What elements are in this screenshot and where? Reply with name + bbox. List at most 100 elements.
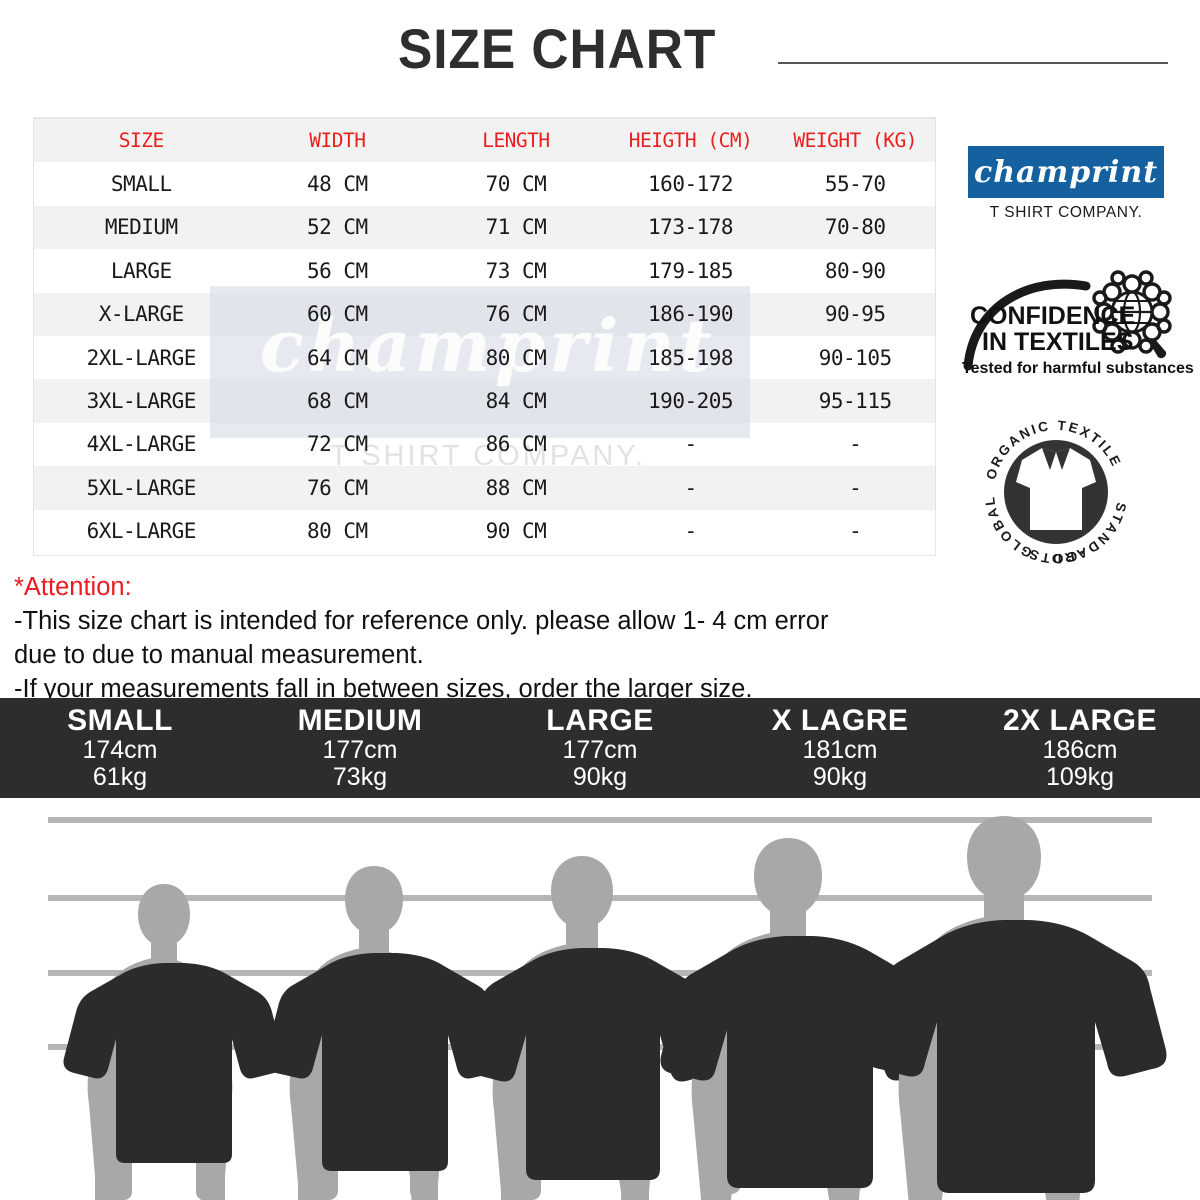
cell-length: 71 CM bbox=[485, 215, 547, 240]
cell-width: 80 CM bbox=[306, 519, 368, 544]
cell-weight: 55-70 bbox=[824, 172, 886, 197]
model-height-value: 181cm bbox=[802, 736, 878, 764]
model-height-value: 177cm bbox=[562, 736, 638, 764]
silhouette-medium bbox=[264, 866, 506, 1200]
size-table: SIZE WIDTH LENGTH HEIGTH (CM) WEIGHT (KG… bbox=[33, 117, 936, 556]
gots-badge-icon: ORGANIC TEXTILE STANDARD ·GOTS· GLOBAL bbox=[982, 418, 1127, 566]
model-band-column: MEDIUM 177cm 73kg bbox=[240, 705, 480, 791]
cell-width: 76 CM bbox=[306, 475, 368, 500]
cell-weight: - bbox=[849, 475, 862, 500]
cell-length: 88 CM bbox=[485, 475, 547, 500]
table-row: 4XL-LARGE 72 CM 86 CM - - bbox=[34, 422, 935, 467]
cell-weight: 90-95 bbox=[824, 302, 886, 327]
cell-size: LARGE bbox=[110, 258, 172, 283]
page-header: SIZE CHART bbox=[0, 14, 1200, 80]
cell-length: 73 CM bbox=[485, 258, 547, 283]
model-size-band: SMALL 174cm 61kg MEDIUM 177cm 73kg LARGE… bbox=[0, 698, 1200, 798]
brand-logo-text: champrint bbox=[973, 154, 1159, 190]
cell-width: 72 CM bbox=[306, 432, 368, 457]
cell-length: 80 CM bbox=[485, 345, 547, 370]
cell-height: - bbox=[684, 432, 697, 457]
cell-height: 185-198 bbox=[648, 345, 734, 370]
tshirt-shape bbox=[464, 948, 722, 1180]
cell-weight: - bbox=[849, 432, 862, 457]
silhouette-small bbox=[63, 884, 285, 1200]
gots-shirt-icon bbox=[1016, 448, 1096, 530]
model-weight-value: 90kg bbox=[572, 763, 628, 791]
model-height-value: 177cm bbox=[322, 736, 398, 764]
attention-heading: *Attention: bbox=[14, 573, 132, 601]
tshirt-shape bbox=[264, 953, 506, 1171]
silhouettes-illustration bbox=[0, 798, 1200, 1200]
confidence-in-textiles-badge: CONFIDENCE IN TEXTILES Tested for harmfu… bbox=[956, 268, 1196, 380]
model-weight-value: 61kg bbox=[92, 763, 148, 791]
cell-length: 70 CM bbox=[485, 172, 547, 197]
title-divider-line bbox=[778, 62, 1168, 64]
cell-height: 173-178 bbox=[648, 215, 734, 240]
table-row: 2XL-LARGE 64 CM 80 CM 185-198 90-105 bbox=[34, 335, 935, 380]
table-row: 5XL-LARGE 76 CM 88 CM - - bbox=[34, 466, 935, 510]
model-band-column: 2X LARGE 186cm 109kg bbox=[960, 705, 1200, 791]
gots-badge: ORGANIC TEXTILE STANDARD ·GOTS· GLOBAL bbox=[972, 408, 1140, 568]
model-height-value: 186cm bbox=[1042, 736, 1118, 764]
cell-length: 86 CM bbox=[485, 432, 547, 457]
cell-width: 68 CM bbox=[306, 389, 368, 414]
table-row: 3XL-LARGE 68 CM 84 CM 190-205 95-115 bbox=[34, 379, 935, 423]
model-band-column: LARGE 177cm 90kg bbox=[480, 705, 720, 791]
cell-weight: - bbox=[849, 519, 862, 544]
model-size-label: MEDIUM bbox=[297, 704, 423, 737]
cell-size: X-LARGE bbox=[98, 302, 185, 327]
cell-height: 186-190 bbox=[648, 302, 734, 327]
cell-height: - bbox=[684, 475, 697, 500]
cell-width: 60 CM bbox=[306, 302, 368, 327]
cell-height: 179-185 bbox=[648, 258, 734, 283]
column-header-width: WIDTH bbox=[309, 129, 366, 153]
tshirt-shape bbox=[660, 936, 940, 1188]
cell-height: 190-205 bbox=[648, 389, 734, 414]
attention-line-2: due to due to manual measurement. bbox=[14, 641, 424, 669]
cell-length: 84 CM bbox=[485, 389, 547, 414]
cell-width: 64 CM bbox=[306, 345, 368, 370]
table-row: SMALL 48 CM 70 CM 160-172 55-70 bbox=[34, 162, 935, 206]
cell-weight: 90-105 bbox=[818, 345, 892, 370]
silhouette-xlarge bbox=[660, 838, 940, 1200]
confidence-line1: CONFIDENCE bbox=[970, 302, 1135, 330]
model-weight-value: 73kg bbox=[332, 763, 388, 791]
flower-globe-icon bbox=[1092, 270, 1172, 359]
cell-height: 160-172 bbox=[648, 172, 734, 197]
tshirt-shape bbox=[865, 920, 1167, 1193]
model-height-value: 174cm bbox=[82, 736, 158, 764]
table-row: LARGE 56 CM 73 CM 179-185 80-90 bbox=[34, 249, 935, 293]
confidence-badge-icon: CONFIDENCE IN TEXTILES Tested for harmfu… bbox=[962, 270, 1194, 377]
cell-size: 2XL-LARGE bbox=[86, 345, 197, 370]
cell-size: SMALL bbox=[110, 172, 172, 197]
model-weight-value: 109kg bbox=[1045, 763, 1115, 791]
column-header-length: LENGTH bbox=[482, 129, 550, 153]
model-size-label: SMALL bbox=[67, 704, 173, 737]
table-header-row: SIZE WIDTH LENGTH HEIGTH (CM) WEIGHT (KG… bbox=[34, 119, 935, 163]
silhouette-2xlarge bbox=[865, 816, 1167, 1200]
model-band-column: SMALL 174cm 61kg bbox=[0, 705, 240, 791]
page-title: SIZE CHART bbox=[398, 17, 717, 80]
attention-block: *Attention: -This size chart is intended… bbox=[14, 570, 974, 706]
model-silhouettes-panel bbox=[0, 798, 1200, 1200]
cell-width: 56 CM bbox=[306, 258, 368, 283]
silhouette-large bbox=[464, 856, 722, 1200]
cell-weight: 80-90 bbox=[824, 258, 886, 283]
cell-height: - bbox=[684, 519, 697, 544]
table-row: 6XL-LARGE 80 CM 90 CM - - bbox=[34, 509, 935, 553]
model-size-label: LARGE bbox=[546, 704, 654, 737]
column-header-height: HEIGTH (CM) bbox=[628, 129, 753, 153]
cell-size: 5XL-LARGE bbox=[86, 475, 197, 500]
attention-line-1: -This size chart is intended for referen… bbox=[14, 607, 829, 635]
cell-size: MEDIUM bbox=[104, 215, 178, 240]
cell-size: 3XL-LARGE bbox=[86, 389, 197, 414]
column-header-weight: WEIGHT (KG) bbox=[793, 129, 917, 153]
confidence-line2: IN TEXTILES bbox=[982, 328, 1133, 356]
brand-logo-subtitle: T SHIRT COMPANY. bbox=[989, 204, 1143, 221]
cell-size: 6XL-LARGE bbox=[86, 519, 197, 544]
cell-width: 48 CM bbox=[306, 172, 368, 197]
cell-length: 76 CM bbox=[485, 302, 547, 327]
table-row: MEDIUM 52 CM 71 CM 173-178 70-80 bbox=[34, 205, 935, 250]
